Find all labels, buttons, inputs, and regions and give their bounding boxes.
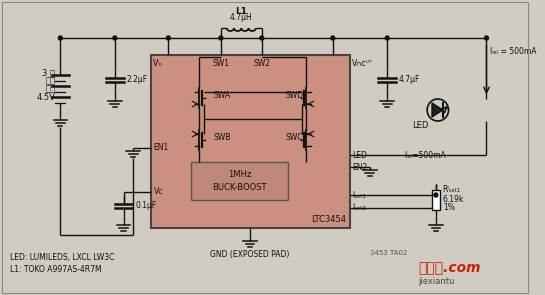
Circle shape [219,36,223,40]
Text: EN1: EN1 [154,143,169,153]
Text: Vᴄ: Vᴄ [154,188,163,196]
Text: Iₛₑₜ₂: Iₛₑₜ₂ [352,204,366,212]
Text: 镍氢: 镍氢 [45,76,56,86]
Text: SW1: SW1 [213,60,229,68]
Text: 1MHz
BUCK-BOOST: 1MHz BUCK-BOOST [212,170,267,192]
Text: SWA: SWA [213,91,230,99]
Circle shape [166,36,170,40]
Text: LED: LED [412,122,428,130]
Text: 3 节: 3 节 [43,68,56,78]
Text: EN2: EN2 [352,163,367,171]
Circle shape [113,36,117,40]
Text: 2.2μF: 2.2μF [126,76,148,84]
Bar [432,190,440,210]
Circle shape [331,36,335,40]
Text: Iₗₑₗ=500mA: Iₗₑₗ=500mA [404,150,445,160]
Text: 3453 TA02: 3453 TA02 [370,250,407,256]
Text: 6.19k: 6.19k [443,196,464,204]
Bar [151,55,350,228]
Text: SWB: SWB [213,132,231,142]
Text: jiexiantu: jiexiantu [419,278,455,286]
Text: 接线图.com: 接线图.com [419,261,481,275]
Circle shape [58,36,62,40]
Text: LTC3454: LTC3454 [311,215,347,224]
Text: SW2: SW2 [253,60,270,68]
Text: Vᴒcᵁᵀ: Vᴒcᵁᵀ [352,58,373,68]
Text: LED: LUMILEDS, LXCL LW3C
L1: TOKO A997AS-4R7M: LED: LUMILEDS, LXCL LW3C L1: TOKO A997AS… [10,253,114,275]
Text: Vᴵₙ: Vᴵₙ [153,58,162,68]
Text: 4.5V: 4.5V [37,93,56,101]
Circle shape [434,193,438,197]
Text: SWC: SWC [285,132,302,142]
Text: 0.1μF: 0.1μF [135,201,156,211]
Text: GND (EXPOSED PAD): GND (EXPOSED PAD) [210,250,290,259]
Text: Iₛₑₜ₁: Iₛₑₜ₁ [352,191,366,199]
Text: 电池: 电池 [45,84,56,94]
Bar [191,162,288,200]
Circle shape [485,36,488,40]
Text: 4.7μF: 4.7μF [399,76,420,84]
Circle shape [385,36,389,40]
Text: 4.7μH: 4.7μH [230,13,253,22]
Text: Rᴵₛₑₜ₁: Rᴵₛₑₜ₁ [443,186,461,194]
Text: L1: L1 [235,7,247,16]
Text: 1%: 1% [443,204,455,212]
Circle shape [260,36,264,40]
Text: LED: LED [352,150,367,160]
Text: Iₗₑₗ = 500mA: Iₗₑₗ = 500mA [490,47,537,57]
Polygon shape [432,103,443,117]
Text: SWD: SWD [285,91,303,99]
